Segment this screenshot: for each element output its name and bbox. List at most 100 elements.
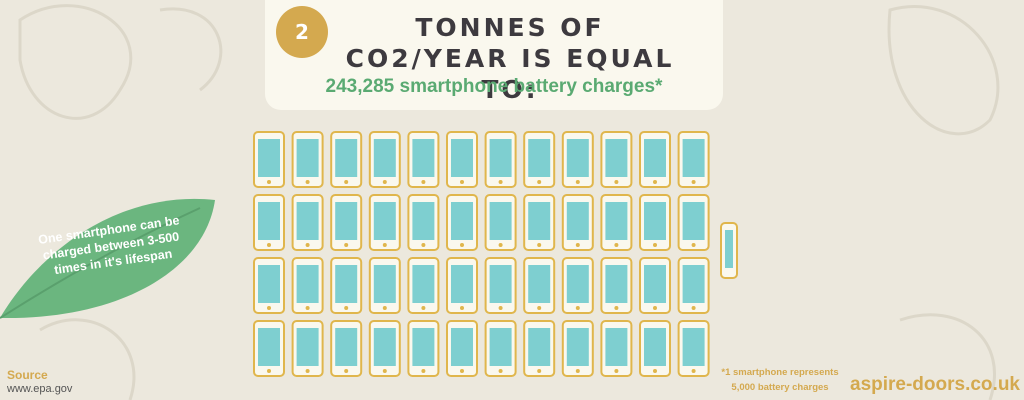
phone-button <box>267 306 271 310</box>
phone-button <box>537 306 542 310</box>
source-label: Source <box>7 368 48 382</box>
phone-button <box>460 243 464 247</box>
phone-button <box>460 306 464 310</box>
background-leaves <box>18 4 1000 400</box>
phone-button <box>305 243 310 247</box>
phone-screen <box>373 202 396 240</box>
phone-screen <box>682 139 705 177</box>
phone-button <box>498 180 503 184</box>
phone-screen <box>451 328 473 366</box>
phone-button <box>421 369 426 373</box>
title: TONNES OF CO2/YEAR IS EQUAL TO: <box>345 13 675 104</box>
phone-button <box>537 369 542 373</box>
phone-screen <box>296 328 319 366</box>
phone-screen <box>566 265 589 303</box>
phone-button <box>421 306 426 310</box>
leaf <box>0 198 215 319</box>
header-card <box>265 0 723 110</box>
phone-screen <box>373 328 396 366</box>
phone-screen <box>258 202 280 240</box>
phone-screen <box>528 328 551 366</box>
phone-screen <box>528 202 551 240</box>
phone-button <box>575 306 580 310</box>
phone-button <box>614 306 619 310</box>
phone-screen <box>644 139 666 177</box>
phone-button <box>305 369 310 373</box>
phone-screen <box>451 202 473 240</box>
phone-screen <box>489 139 512 177</box>
phone-screen <box>644 265 666 303</box>
phone-button <box>653 369 657 373</box>
phone-screen <box>258 139 280 177</box>
phone-screen <box>258 265 280 303</box>
phone-button <box>498 243 503 247</box>
phone-button <box>460 180 464 184</box>
phone-screen <box>644 328 666 366</box>
phone-button <box>382 369 387 373</box>
phone-screen <box>605 139 628 177</box>
phone-button <box>344 306 349 310</box>
phone-button <box>575 369 580 373</box>
phone-screen <box>335 328 358 366</box>
phone-screen <box>489 202 512 240</box>
phone-screen <box>412 328 435 366</box>
brand: aspire-doors.co.uk <box>850 374 1020 395</box>
phone-button <box>614 369 619 373</box>
phone-button <box>305 306 310 310</box>
phone-screen <box>528 139 551 177</box>
phone-button <box>653 180 657 184</box>
phone-grid <box>253 131 738 377</box>
phone-button <box>691 243 696 247</box>
phone-screen <box>566 328 589 366</box>
phone-button <box>382 243 387 247</box>
phone-screen <box>644 202 666 240</box>
phone-screen <box>412 202 435 240</box>
phone-screen <box>335 265 358 303</box>
phone-button <box>691 180 696 184</box>
phone-screen <box>373 265 396 303</box>
phone-screen <box>605 328 628 366</box>
phone-button <box>382 306 387 310</box>
phone-button <box>691 306 696 310</box>
phone-screen <box>725 230 733 268</box>
phone-button <box>267 369 271 373</box>
phone-button <box>537 180 542 184</box>
phone-button <box>614 180 619 184</box>
phone-screen <box>296 265 319 303</box>
phone-button <box>421 180 426 184</box>
phone-screen <box>258 328 280 366</box>
phone-button <box>498 369 503 373</box>
phone-screen <box>605 202 628 240</box>
phone-screen <box>335 139 358 177</box>
phone-button <box>344 369 349 373</box>
phone-button <box>421 243 426 247</box>
subtitle: 243,285 smartphone battery charges* <box>325 76 663 97</box>
phone-button <box>614 243 619 247</box>
phone-button <box>382 180 387 184</box>
phone-button <box>575 243 580 247</box>
leaf-vein <box>0 207 201 319</box>
phone-screen <box>528 265 551 303</box>
phone-button <box>267 180 271 184</box>
phone-button <box>653 306 657 310</box>
phone-screen <box>296 139 319 177</box>
phone-screen <box>412 265 435 303</box>
phone-screen <box>373 139 396 177</box>
phone-screen <box>566 202 589 240</box>
phone-screen <box>489 328 512 366</box>
phone-screen <box>412 139 435 177</box>
phone-button <box>498 306 503 310</box>
phone-screen <box>566 139 589 177</box>
phone-button <box>344 243 349 247</box>
phone-screen <box>682 265 705 303</box>
phone-button <box>537 243 542 247</box>
badge: 2 <box>276 6 328 58</box>
source-url: www.epa.gov <box>7 383 73 395</box>
phone-screen <box>682 328 705 366</box>
footnote: *1 smartphone represents 5,000 battery c… <box>721 367 839 393</box>
phone-button <box>267 243 271 247</box>
phone-screen <box>489 265 512 303</box>
phone-screen <box>296 202 319 240</box>
